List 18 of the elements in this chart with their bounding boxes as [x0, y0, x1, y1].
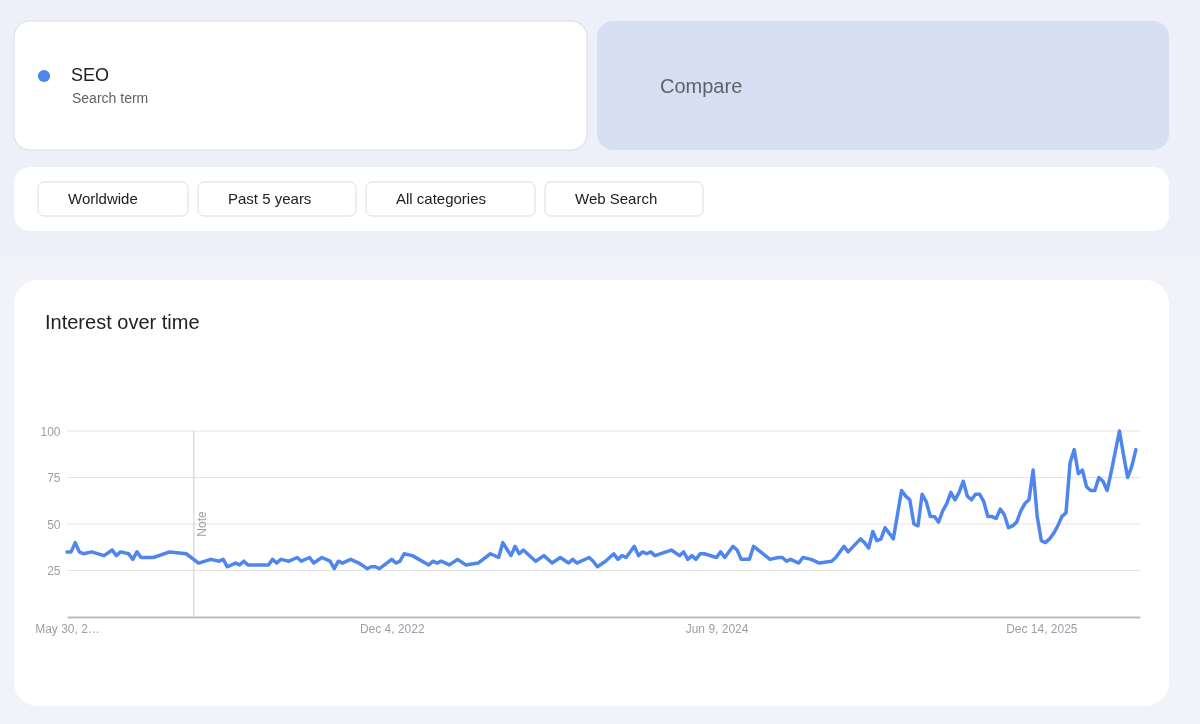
- x-tick-label: Dec 4, 2022: [359, 621, 425, 636]
- y-tick-label: 75: [47, 471, 61, 485]
- text: All categories: [396, 190, 487, 207]
- text: Worldwide: [68, 190, 138, 207]
- text: Search term: [72, 90, 149, 106]
- text: Web Search: [575, 190, 658, 207]
- x-tick-label: May 30, 2…: [35, 621, 100, 636]
- y-tick-label: 25: [47, 564, 61, 578]
- y-tick-label: 50: [47, 517, 61, 532]
- x-tick-label: Jun 9, 2024: [685, 621, 749, 636]
- line-series: [65, 429, 1138, 571]
- ref-line-label: Note: [194, 511, 209, 537]
- chart-title: Interest over time: [45, 311, 200, 333]
- x-tick-label: Dec 14, 2025: [1006, 621, 1078, 636]
- text: Past 5 years: [228, 190, 312, 207]
- legend-label: SEO: [71, 65, 110, 85]
- y-tick-label: 100: [40, 424, 61, 439]
- text: Compare: [660, 75, 743, 97]
